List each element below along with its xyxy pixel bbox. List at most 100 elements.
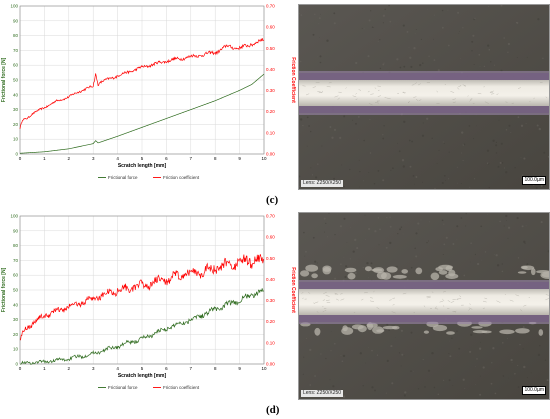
- track-crack: [427, 296, 432, 299]
- surface-speckle: [303, 231, 305, 234]
- surface-speckle: [420, 38, 422, 40]
- track-crack: [434, 308, 439, 310]
- surface-speckle: [494, 392, 497, 395]
- surface-speckle: [448, 379, 451, 382]
- track-crack: [519, 309, 523, 312]
- surface-speckle: [302, 124, 304, 127]
- surface-speckle: [358, 138, 360, 140]
- surface-speckle: [333, 342, 336, 345]
- surface-speckle: [461, 131, 464, 134]
- surface-speckle: [343, 185, 345, 188]
- surface-speckle: [402, 24, 405, 27]
- surface-speckle: [401, 159, 405, 162]
- scratch-track-image-c: [299, 5, 549, 189]
- surface-speckle: [428, 55, 430, 57]
- surface-speckle: [385, 246, 388, 249]
- x-tick-label: 7: [190, 156, 193, 161]
- surface-speckle: [422, 181, 424, 183]
- surface-speckle: [495, 144, 498, 147]
- surface-speckle: [402, 233, 404, 235]
- y-tick-label: 60: [13, 63, 19, 68]
- surface-speckle: [469, 186, 471, 188]
- surface-speckle: [320, 13, 321, 15]
- surface-speckle: [309, 348, 312, 352]
- track-crack: [450, 301, 455, 303]
- surface-speckle: [379, 67, 382, 70]
- chipping-flake: [538, 329, 544, 336]
- surface-speckle: [371, 26, 374, 28]
- surface-speckle: [502, 342, 504, 344]
- surface-speckle: [540, 185, 543, 187]
- surface-speckle: [426, 117, 429, 120]
- surface-speckle: [410, 266, 413, 269]
- surface-speckle: [396, 58, 399, 61]
- track-crack: [301, 292, 304, 294]
- y-tick-label: 10: [13, 347, 19, 352]
- legend-entry: Friction coefficient: [163, 385, 200, 390]
- surface-speckle: [412, 175, 415, 177]
- y-tick-label: 70: [13, 48, 19, 53]
- surface-speckle: [519, 343, 521, 346]
- x-tick-label: 9: [238, 366, 241, 371]
- surface-speckle: [431, 137, 433, 139]
- track-crack: [305, 93, 310, 96]
- track-crack: [418, 99, 422, 102]
- surface-speckle: [326, 39, 329, 42]
- surface-speckle: [542, 57, 544, 59]
- track-crack: [326, 86, 331, 88]
- panel-label: (c): [266, 194, 279, 206]
- surface-speckle: [318, 23, 320, 25]
- track-crack: [322, 306, 324, 308]
- friction-chart-d: 0 1 2 3 4 5 6 7 8 9 1001020304050607080901000.000.…: [1, 214, 296, 391]
- surface-speckle: [334, 234, 336, 236]
- surface-speckle: [377, 217, 380, 219]
- surface-speckle: [521, 225, 524, 228]
- x-tick-label: 4: [116, 156, 119, 161]
- chipping-flake: [448, 269, 456, 277]
- surface-speckle: [420, 219, 422, 221]
- surface-speckle: [422, 122, 424, 124]
- track-crack: [414, 82, 418, 85]
- track-edge-lower: [299, 315, 549, 322]
- x-tick-label: 4: [116, 366, 119, 371]
- surface-speckle: [317, 163, 319, 165]
- track-crack: [355, 98, 358, 100]
- surface-speckle: [458, 33, 460, 34]
- legend-entry: Frictional force: [108, 175, 138, 180]
- surface-speckle: [481, 259, 482, 261]
- surface-speckle: [510, 132, 512, 134]
- surface-speckle: [442, 141, 444, 143]
- y-axis-label: Frictional force [N]: [1, 267, 7, 312]
- track-crack: [515, 294, 520, 297]
- surface-speckle: [473, 64, 475, 65]
- surface-speckle: [392, 167, 394, 170]
- surface-speckle: [359, 352, 362, 355]
- surface-speckle: [378, 244, 380, 246]
- surface-speckle: [388, 5, 390, 7]
- surface-speckle: [346, 242, 348, 243]
- surface-speckle: [362, 266, 364, 269]
- surface-speckle: [383, 62, 385, 64]
- surface-speckle: [400, 226, 403, 228]
- track-crack: [377, 89, 380, 92]
- track-crack: [442, 298, 445, 302]
- track-crack: [313, 302, 315, 304]
- surface-speckle: [474, 253, 476, 256]
- surface-speckle: [448, 353, 450, 355]
- track-crack: [334, 292, 339, 295]
- surface-speckle: [318, 17, 321, 20]
- surface-speckle: [357, 115, 360, 118]
- surface-speckle: [354, 238, 357, 242]
- surface-speckle: [535, 187, 538, 189]
- surface-speckle: [415, 176, 418, 178]
- surface-speckle: [493, 254, 495, 255]
- surface-speckle: [400, 365, 402, 367]
- surface-speckle: [464, 388, 466, 390]
- surface-speckle: [325, 222, 327, 225]
- magnification-label: Lens: Z250/X250: [301, 390, 344, 397]
- surface-speckle: [498, 119, 500, 121]
- surface-speckle: [525, 122, 527, 124]
- y2-tick-label: 0.10: [266, 340, 275, 345]
- track-crack: [392, 304, 395, 306]
- y2-tick-label: 0.70: [266, 214, 275, 219]
